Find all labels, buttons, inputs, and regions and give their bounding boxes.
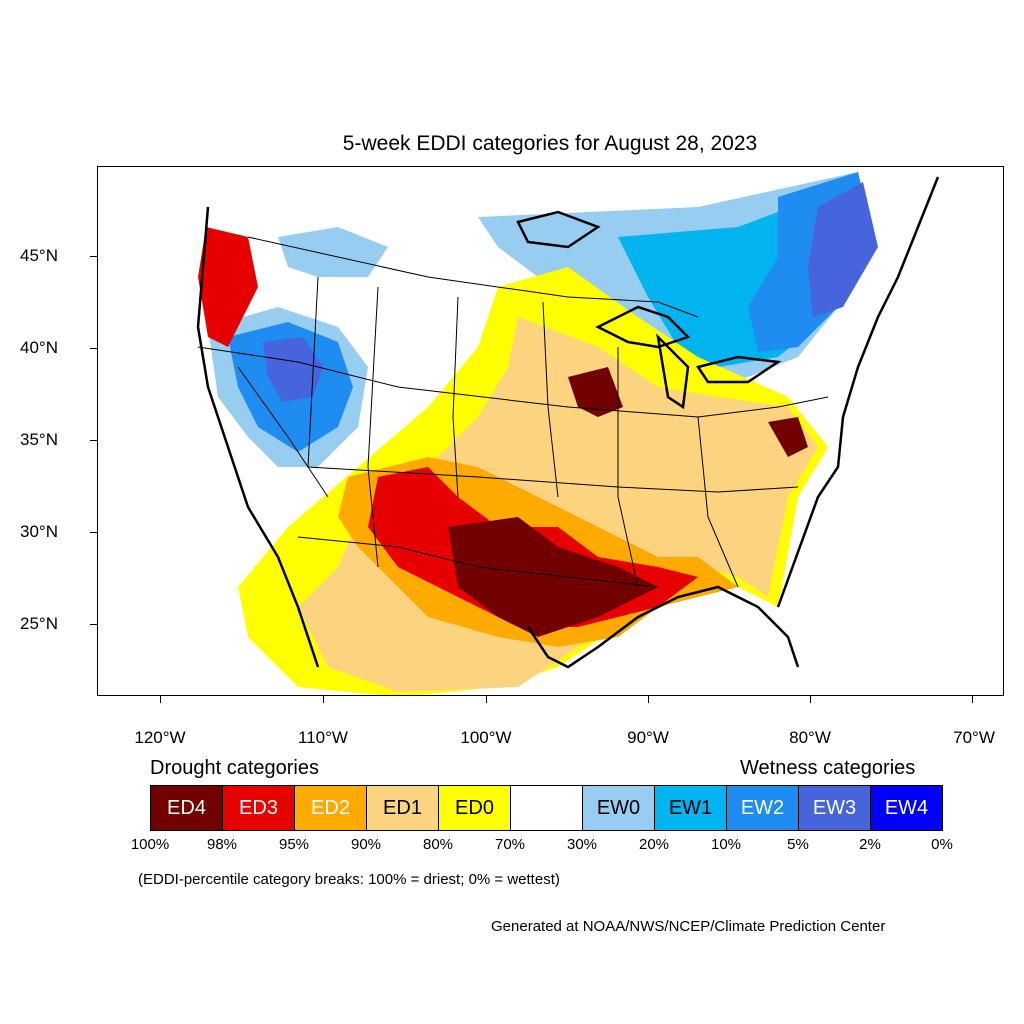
legend-swatch-ed0: ED0 bbox=[438, 785, 511, 831]
legend-swatch-ew2: EW2 bbox=[726, 785, 799, 831]
legend-swatch-ew3: EW3 bbox=[798, 785, 871, 831]
lon-tick bbox=[160, 696, 161, 703]
boundary-lines bbox=[197, 236, 829, 588]
lon-tick bbox=[323, 696, 324, 703]
lon-tick bbox=[810, 696, 811, 703]
legend-swatch-ed2: ED2 bbox=[294, 785, 367, 831]
map-title: 5-week EDDI categories for August 28, 20… bbox=[342, 132, 758, 155]
break-label: 0% bbox=[931, 836, 953, 853]
wetness-regions bbox=[208, 172, 878, 467]
break-label: 90% bbox=[350, 836, 382, 853]
lat-tick bbox=[90, 256, 97, 257]
lon-tick bbox=[648, 696, 649, 703]
lon-label-90w: 90°W bbox=[627, 728, 669, 747]
map-panel bbox=[97, 166, 1004, 696]
lat-tick bbox=[90, 532, 97, 533]
legend-swatch-ed4: ED4 bbox=[150, 785, 223, 831]
legend-swatch-ed1: ED1 bbox=[366, 785, 439, 831]
lon-tick bbox=[972, 696, 973, 703]
credit-line: Generated at NOAA/NWS/NCEP/Climate Predi… bbox=[491, 918, 886, 935]
category-note: (EDDI-percentile category breaks: 100% =… bbox=[138, 871, 560, 888]
lon-label-100w: 100°W bbox=[460, 728, 512, 747]
lat-tick bbox=[90, 348, 97, 349]
break-label: 30% bbox=[566, 836, 598, 853]
break-label: 5% bbox=[787, 836, 809, 853]
lon-label-110w: 110°W bbox=[298, 728, 348, 747]
lon-tick bbox=[486, 696, 487, 703]
lat-label-30n: 30°N bbox=[20, 522, 58, 541]
lon-label-120w: 120°W bbox=[134, 728, 186, 747]
break-label: 98% bbox=[206, 836, 238, 853]
lat-tick bbox=[90, 440, 97, 441]
break-label: 2% bbox=[859, 836, 881, 853]
legend-swatch-ed3: ED3 bbox=[222, 785, 295, 831]
break-label: 95% bbox=[278, 836, 310, 853]
lat-label-35n: 35°N bbox=[20, 430, 58, 449]
legend-swatch-ew0: EW0 bbox=[582, 785, 655, 831]
lat-label-45n: 45°N bbox=[20, 246, 58, 265]
legend-swatch-neutral bbox=[510, 785, 583, 831]
break-label: 100% bbox=[130, 836, 170, 853]
lat-label-40n: 40°N bbox=[20, 338, 58, 357]
break-label: 10% bbox=[710, 836, 742, 853]
lat-tick bbox=[90, 624, 97, 625]
drought-heading: Drought categories bbox=[150, 757, 319, 779]
category-legend: ED4 ED3 ED2 ED1 ED0 EW0 EW1 EW2 EW3 EW4 bbox=[150, 785, 943, 831]
break-label: 80% bbox=[422, 836, 454, 853]
eddi-map bbox=[196, 172, 940, 695]
legend-swatch-ew4: EW4 bbox=[870, 785, 943, 831]
lat-label-25n: 25°N bbox=[20, 614, 58, 633]
lon-label-70w: 70°W bbox=[953, 728, 995, 747]
legend-swatch-ew1: EW1 bbox=[654, 785, 727, 831]
break-label: 70% bbox=[494, 836, 526, 853]
wetness-heading: Wetness categories bbox=[740, 757, 916, 779]
coastlines bbox=[196, 176, 940, 669]
lon-label-80w: 80°W bbox=[789, 728, 831, 747]
break-label: 20% bbox=[638, 836, 670, 853]
